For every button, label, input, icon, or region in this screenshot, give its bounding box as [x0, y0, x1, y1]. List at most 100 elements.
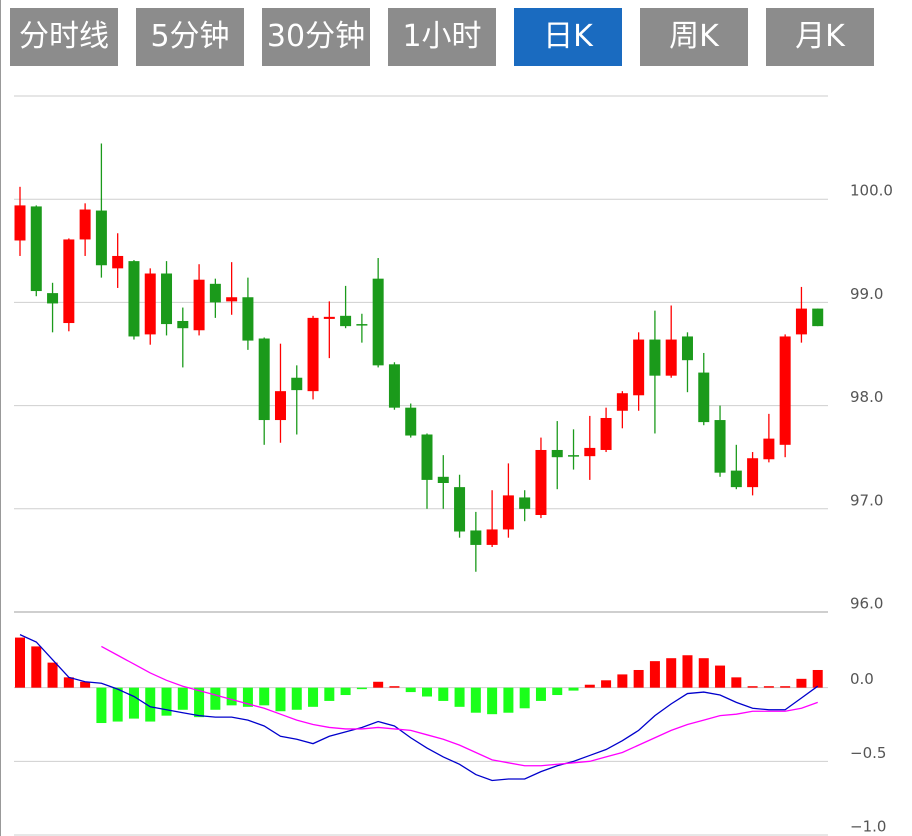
macd-bar [373, 681, 384, 688]
macd-bar [63, 677, 74, 688]
macd-bar [763, 686, 774, 688]
macd-bar [405, 687, 416, 693]
candle-body [112, 255, 124, 269]
y-tick-label: −1.0 [850, 818, 886, 836]
macd-bar [291, 687, 302, 710]
macd-bar [601, 680, 612, 688]
macd-bar [698, 658, 709, 688]
y-tick-label: 99.0 [850, 285, 883, 303]
y-tick-label: 97.0 [850, 491, 883, 509]
macd-bar [80, 681, 91, 688]
candle-body [812, 308, 824, 327]
y-tick-label: 0.0 [850, 670, 874, 688]
macd-bar [438, 687, 449, 701]
macd-bar [552, 687, 563, 696]
tab[interactable]: 月K [766, 8, 874, 66]
macd-bar [242, 687, 253, 707]
candle-body [95, 210, 107, 266]
macd-bar [422, 687, 432, 697]
macd-bar [487, 687, 498, 715]
macd-bar [112, 687, 123, 722]
candle-body [405, 407, 417, 436]
candle-body [14, 205, 26, 241]
tab[interactable]: 日K [514, 8, 622, 66]
macd-bar [812, 669, 823, 688]
candle-body [747, 458, 759, 488]
candle-body [437, 476, 449, 483]
candle-body [177, 320, 189, 329]
candle-body [486, 529, 498, 545]
candle-body [470, 530, 482, 545]
tab[interactable]: 分时线 [10, 8, 118, 66]
macd-line [101, 645, 818, 767]
macd-bar [682, 655, 693, 688]
macd-bar [649, 661, 660, 688]
macd-bar [308, 687, 319, 707]
candle-body [633, 339, 645, 396]
candle-body [258, 338, 270, 421]
candle-body [502, 495, 514, 530]
macd-bar [161, 687, 172, 716]
macd-line [19, 634, 819, 782]
candle-body [388, 364, 400, 408]
candle-body [79, 209, 91, 240]
candle-body [600, 417, 612, 450]
candle-body [763, 438, 775, 460]
y-tick-label: −0.5 [850, 744, 886, 762]
candle-body [779, 336, 791, 445]
tab[interactable]: 30分钟 [262, 8, 370, 66]
candle-body [568, 455, 580, 457]
macd-bar [47, 662, 58, 688]
candle-body [649, 339, 661, 376]
macd-bar [747, 686, 758, 688]
candle-body [356, 324, 368, 326]
macd-bar [796, 678, 807, 688]
macd-bar [389, 686, 400, 688]
candle-body [161, 273, 173, 325]
candle-body [47, 293, 59, 304]
macd-bar [177, 687, 188, 710]
candle-body [454, 487, 466, 532]
candle-body [665, 339, 677, 376]
candle-body [307, 317, 319, 392]
macd-bar [584, 684, 595, 688]
candle-body [63, 239, 75, 324]
macd-bar [454, 687, 465, 707]
candle-body [795, 308, 807, 335]
macd-bar [633, 669, 644, 688]
candle-body [616, 393, 628, 411]
macd-bar [503, 687, 514, 713]
macd-bar [535, 687, 546, 701]
candle-body [340, 315, 352, 327]
candle-body [323, 316, 335, 319]
candle-body [535, 449, 547, 515]
y-tick-label: 100.0 [850, 182, 893, 200]
tab[interactable]: 周K [640, 8, 748, 66]
candle-body [698, 372, 710, 423]
macd-bar [340, 687, 351, 696]
macd-bar [356, 687, 367, 690]
tab[interactable]: 5分钟 [136, 8, 244, 66]
macd-bar [715, 665, 726, 688]
macd-bar [128, 687, 139, 719]
macd-bar [519, 687, 530, 709]
macd-bar [666, 658, 677, 688]
candle-body [372, 278, 384, 366]
candle-body [226, 297, 238, 302]
candle-body [584, 447, 596, 457]
candle-body [209, 283, 221, 303]
macd-bar [617, 674, 628, 688]
candle-body [242, 297, 254, 341]
macd-bar [15, 637, 25, 688]
candle-body [30, 206, 42, 292]
candle-body [291, 377, 303, 391]
candle-body [551, 449, 563, 458]
macd-bar [780, 686, 791, 688]
y-tick-label: 96.0 [850, 595, 883, 613]
macd-bar [31, 646, 42, 688]
macd-bar [731, 677, 742, 688]
tab[interactable]: 1小时 [388, 8, 496, 66]
y-tick-label: 98.0 [850, 388, 883, 406]
candle-body [714, 420, 726, 473]
